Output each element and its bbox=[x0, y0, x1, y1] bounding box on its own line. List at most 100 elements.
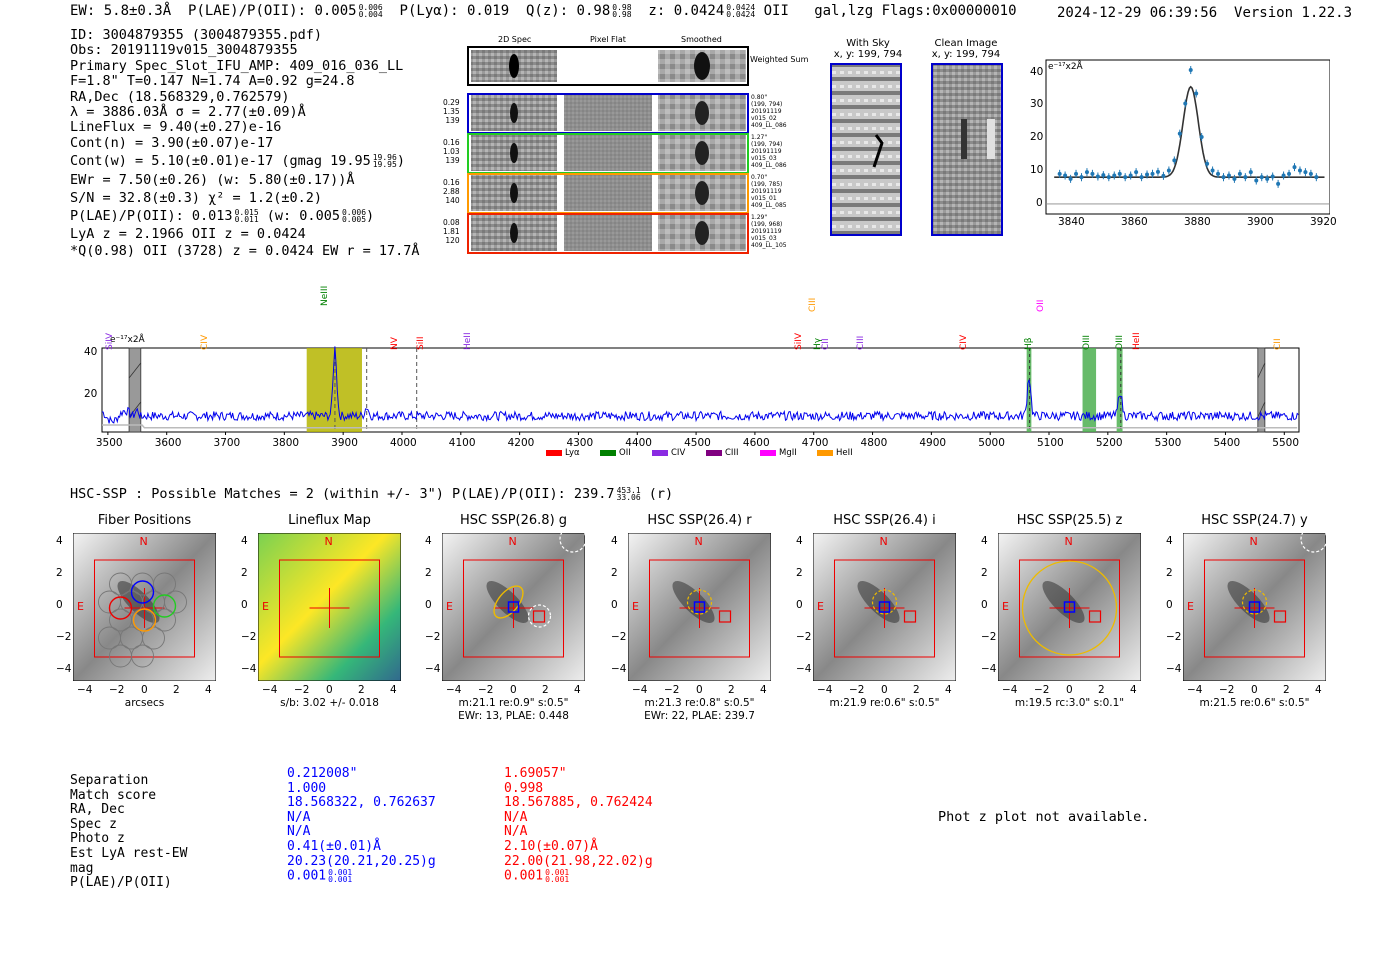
hsc-caption: EWr: 22, PLAE: 239.7 bbox=[644, 710, 755, 722]
hsc-ytick: 0 bbox=[1166, 599, 1173, 611]
fit-data-point bbox=[1090, 171, 1095, 176]
hsc-panel-title: HSC SSP(26.4) i bbox=[833, 513, 936, 528]
spec-xtick: 4300 bbox=[566, 437, 594, 449]
fiber-circle bbox=[109, 644, 132, 668]
hsc-xtick: 2 bbox=[173, 684, 180, 696]
legend-label: HeII bbox=[836, 448, 853, 458]
match-label: P(LAE)/P(OII) bbox=[70, 875, 172, 891]
match-label: Est LyA rest-EW bbox=[70, 845, 188, 861]
spec-xtick: 3500 bbox=[95, 437, 123, 449]
row-1-meta: 0.80" (199, 794) 20191119 v015_02 409_LL_086 bbox=[751, 94, 787, 129]
qz-lo: 0.98 bbox=[612, 10, 632, 19]
fit-xtick: 3920 bbox=[1310, 216, 1337, 228]
row-1-nums: 0.29 1.35 139 bbox=[443, 98, 460, 125]
spec-xtick: 5400 bbox=[1213, 437, 1241, 449]
match-value: 0.001 0.001 0.001 bbox=[287, 868, 353, 885]
hsc-ytick: 2 bbox=[425, 567, 432, 579]
hsc-match-red bbox=[718, 610, 732, 623]
match-label: Match score bbox=[70, 787, 157, 803]
hsc-match-blue bbox=[1248, 601, 1261, 613]
east-label: E bbox=[1002, 600, 1009, 613]
spec-legend-item: HeII bbox=[817, 448, 853, 458]
z-hi: 0.0424 bbox=[726, 3, 756, 12]
spec-xtick: 4200 bbox=[507, 437, 535, 449]
fit-xtick: 3900 bbox=[1247, 216, 1274, 228]
spec-xtick: 4100 bbox=[448, 437, 476, 449]
match-value: 0.212008" bbox=[287, 766, 358, 781]
qz-value: Q(z): 0.98 bbox=[525, 3, 611, 19]
match-label: Photo z bbox=[70, 831, 125, 847]
hsc-search-box bbox=[1019, 559, 1120, 658]
hsc-match-red bbox=[1088, 610, 1102, 623]
spec-line-label: HeII bbox=[463, 332, 474, 350]
fiber-secondary bbox=[152, 594, 177, 618]
fit-data-point bbox=[1106, 175, 1111, 180]
hsc-panel-title: Fiber Positions bbox=[97, 513, 192, 528]
hsc-xtick: 0 bbox=[141, 684, 148, 696]
fiber-primary bbox=[130, 580, 155, 604]
east-label: E bbox=[1187, 600, 1194, 613]
info-lya: LyA z = 2.1966 OII z = 0.0424 bbox=[70, 225, 306, 242]
match-value: 2.10(±0.07)Å bbox=[504, 838, 598, 854]
hsc-summary: HSC-SSP : Possible Matches = 2 (within +… bbox=[70, 486, 674, 502]
spec-line-label: CIV bbox=[199, 334, 210, 350]
hsc-ytick: 4 bbox=[1166, 535, 1173, 547]
hsc-xtick: −4 bbox=[77, 684, 93, 696]
fit-data-point bbox=[1287, 171, 1292, 176]
hsc-ytick: 0 bbox=[796, 599, 803, 611]
spec-flux-line bbox=[101, 346, 1299, 424]
datetime: 2024-12-29 06:39:56 bbox=[1057, 5, 1218, 21]
north-label: N bbox=[1249, 535, 1258, 548]
fit-data-point bbox=[1068, 176, 1073, 181]
fit-data-point bbox=[1265, 176, 1270, 181]
spec-masked-region bbox=[1257, 347, 1266, 433]
hsc-aperture bbox=[493, 585, 524, 619]
spec-line-label: HeII bbox=[1131, 332, 1142, 350]
hsc-panel-image bbox=[628, 533, 771, 681]
fiber-row-2 bbox=[467, 133, 749, 174]
hsc-xtick: 0 bbox=[881, 684, 888, 696]
hsc-ytick: −4 bbox=[425, 663, 441, 675]
row-3-nums: 0.16 2.88 140 bbox=[443, 178, 460, 205]
hsc-ytick: −4 bbox=[611, 663, 627, 675]
hsc-ytick: 2 bbox=[796, 567, 803, 579]
hsc-xtick: −4 bbox=[262, 684, 278, 696]
z-value: z: 0.0424 bbox=[648, 3, 725, 19]
hsc-xtick: −2 bbox=[294, 684, 310, 696]
info-line: ID: 3004879355 (3004879355.pdf) bbox=[70, 27, 322, 43]
spec-legend-item: CIV bbox=[652, 448, 685, 458]
north-label: N bbox=[1064, 535, 1073, 548]
fit-data-point bbox=[1237, 171, 1242, 176]
weighted-sum-label: Weighted Sum bbox=[750, 55, 809, 64]
east-label: E bbox=[817, 600, 824, 613]
header-bar: EW: 5.8±0.3Å P(LAE)/P(OII): 0.005 0.006 0.… bbox=[70, 3, 1017, 19]
fit-data-point bbox=[1150, 171, 1155, 176]
hsc-search-box bbox=[649, 559, 750, 658]
spec-xtick: 4900 bbox=[919, 437, 947, 449]
fit-unit-label: e⁻¹⁷x2Å bbox=[1048, 62, 1083, 72]
spec-xtick: 4000 bbox=[389, 437, 417, 449]
spec-error-line bbox=[102, 424, 1298, 429]
spec-xtick: 4400 bbox=[625, 437, 652, 449]
fiber-circle bbox=[164, 590, 187, 614]
hsc-panel-image bbox=[73, 533, 216, 681]
spec-unit-label: e⁻¹⁷x2Å bbox=[110, 335, 145, 345]
weighted-sum-source bbox=[509, 54, 519, 78]
match-value: N/A bbox=[504, 809, 528, 825]
match-value: N/A bbox=[504, 824, 528, 840]
spec-line-label: CII bbox=[821, 338, 832, 350]
legend-swatch bbox=[706, 449, 722, 456]
fiber-row-3 bbox=[467, 173, 749, 214]
hsc-search-box bbox=[463, 559, 564, 658]
north-label: N bbox=[324, 535, 333, 548]
east-label: E bbox=[446, 600, 453, 613]
hsc-ytick: 4 bbox=[611, 535, 618, 547]
fit-data-point bbox=[1210, 168, 1215, 173]
fiber-tertiary bbox=[108, 596, 133, 620]
fit-data-point bbox=[1194, 91, 1199, 96]
fit-data-point bbox=[1308, 171, 1313, 176]
row-3-meta: 0.70" (199, 785) 20191119 v015_01 409_LL_085 bbox=[751, 174, 787, 209]
hsc-ytick: −2 bbox=[425, 631, 441, 643]
hsc-xtick: −4 bbox=[446, 684, 462, 696]
info-line: F=1.8" T=0.147 N=1.74 A=0.92 g=24.8 bbox=[70, 73, 355, 90]
